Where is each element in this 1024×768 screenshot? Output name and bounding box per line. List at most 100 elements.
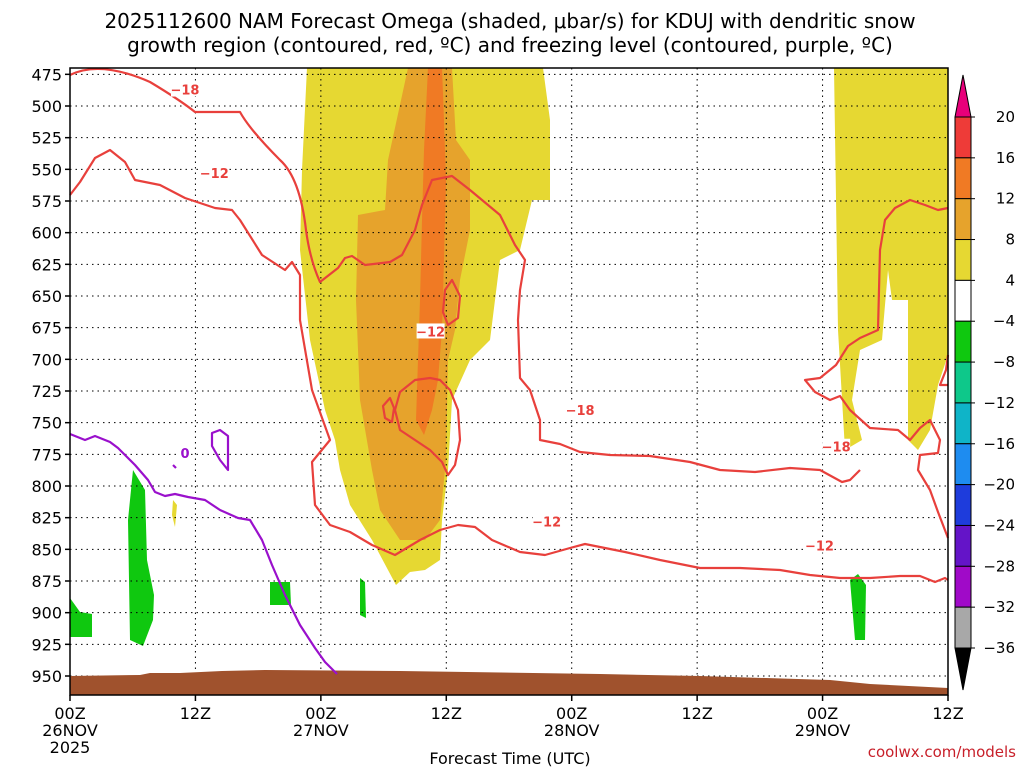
colorbar-bin — [954, 279, 972, 322]
colorbar-bin — [954, 198, 972, 241]
colorbar-bin — [954, 484, 972, 526]
contour-label-bg — [822, 438, 851, 454]
colorbar-label: −4 — [993, 312, 1015, 330]
colorbar-bin — [954, 402, 972, 445]
colorbar: 20 16 12 8 4 −4 −8 −12 −16 −20 −24 −28 −32 −36 — [954, 74, 1015, 691]
colorbar-label: −32 — [983, 598, 1015, 616]
contour-label: −12 — [416, 325, 445, 340]
chart-title-line-1: 2025112600 NAM Forecast Omega (shaded, μ… — [104, 9, 915, 33]
colorbar-label: −16 — [983, 435, 1015, 453]
freezing-level-line — [69, 432, 338, 675]
colorbar-bin — [954, 443, 972, 486]
y-tick-label: 650 — [31, 287, 62, 306]
contour-minus-18-upper-left — [69, 67, 861, 484]
y-tick-label: 925 — [31, 635, 62, 654]
x-tick-label: 00Z — [807, 704, 838, 723]
colorbar-label: 16 — [996, 149, 1015, 167]
omega-region-neg-4-8-d — [360, 578, 366, 618]
contour-label: −12 — [532, 515, 561, 530]
colorbar-bin — [954, 116, 972, 159]
x-tick-label: 00Z — [54, 704, 85, 723]
y-tick-label: 675 — [31, 319, 62, 338]
colorbar-bin — [954, 157, 972, 200]
y-tick-label: 575 — [31, 192, 62, 211]
x-axis-title: Forecast Time (UTC) — [429, 749, 590, 768]
colorbar-bin — [954, 361, 972, 404]
colorbar-top-triangle — [954, 74, 972, 118]
x-tick-date: 26NOV — [42, 721, 98, 740]
contour-minus-12-right — [803, 198, 950, 539]
x-tick-label: 12Z — [681, 704, 712, 723]
colorbar-label: 4 — [1005, 271, 1015, 289]
contour-minus-12-small-upper — [441, 278, 462, 327]
contour-label-bg — [805, 537, 834, 553]
omega-region-12-16 — [416, 68, 446, 435]
contour-label: −12 — [805, 540, 834, 555]
colorbar-label: −24 — [983, 516, 1015, 534]
colorbar-label: 8 — [1005, 231, 1015, 249]
y-tick-label: 625 — [31, 255, 62, 274]
credit-text: coolwx.com/models — [868, 743, 1016, 761]
y-tick-label: 550 — [31, 160, 62, 179]
colorbar-bin — [954, 320, 972, 363]
contour-minus-12-middle-loop — [393, 376, 462, 477]
y-tick-label: 725 — [31, 382, 62, 401]
contour-minus-12-upper-left — [69, 148, 949, 584]
y-tick-label: 850 — [31, 540, 62, 559]
colorbar-label: −28 — [983, 557, 1015, 575]
freezing-level — [69, 428, 338, 675]
freezing-level-small-loop — [210, 428, 230, 472]
x-tick-label: 12Z — [431, 704, 462, 723]
y-tick-label: 700 — [31, 350, 62, 369]
freezing-level-dot — [172, 464, 177, 469]
contour-label: −12 — [200, 167, 229, 182]
contour-minus-12-right-lower — [938, 354, 950, 387]
contour-label: −18 — [822, 441, 851, 456]
x-tick-label: 12Z — [932, 704, 963, 723]
plot-frame — [69, 67, 949, 696]
colorbar-bottom-triangle — [954, 647, 972, 691]
omega-region-4-8-right — [834, 68, 948, 450]
contour-label: −18 — [566, 404, 595, 419]
y-tick-label: 475 — [31, 65, 62, 84]
colorbar-bin — [954, 239, 972, 281]
y-tick-label: 750 — [31, 414, 62, 433]
y-tick-label: 900 — [31, 604, 62, 623]
colorbar-label: −8 — [993, 353, 1015, 371]
y-tick-label: 875 — [31, 572, 62, 591]
y-tick-label: 500 — [31, 97, 62, 116]
y-tick-label: 825 — [31, 509, 62, 528]
contour-minus-12-small-left — [381, 396, 396, 424]
terrain-fill — [70, 670, 948, 695]
contour-label-bg — [416, 323, 445, 339]
omega-region-4-8-small — [172, 500, 177, 527]
x-tick-label: 00Z — [305, 704, 336, 723]
colorbar-label: 20 — [996, 108, 1015, 126]
omega-region-neg-4-8-c — [270, 582, 291, 605]
colorbar-bin — [954, 606, 972, 649]
colorbar-bin — [954, 524, 972, 567]
y-axis: 475 500 525 550 575 600 625 650 675 700 725 750 775 8… — [31, 65, 70, 686]
y-tick-label: 600 — [31, 224, 62, 243]
contour-label-bg — [532, 513, 561, 529]
contour-label: −18 — [170, 84, 199, 99]
contour-label-bg — [566, 402, 595, 417]
contour-label-bg — [170, 81, 199, 97]
contour-labels: −18 −12 −12 −18 −18 −12 −12 0 — [170, 81, 851, 555]
colorbar-label: −12 — [983, 394, 1015, 412]
chart-title-line-2: growth region (contoured, red, ºC) and f… — [127, 33, 893, 57]
y-tick-label: 800 — [31, 477, 62, 496]
x-tick-label: 00Z — [556, 704, 587, 723]
omega-region-neg-4-8-e — [850, 574, 866, 640]
omega-region-neg-4-8-b — [70, 598, 92, 637]
contour-label-bg — [200, 165, 229, 181]
y-tick-label: 775 — [31, 445, 62, 464]
contour-label: 0 — [180, 447, 189, 462]
colorbar-bin — [954, 565, 972, 608]
contour-label-bg — [178, 445, 191, 461]
x-tick-date: 29NOV — [795, 721, 851, 740]
y-tick-label: 525 — [31, 129, 62, 148]
x-tick-label: 12Z — [180, 704, 211, 723]
